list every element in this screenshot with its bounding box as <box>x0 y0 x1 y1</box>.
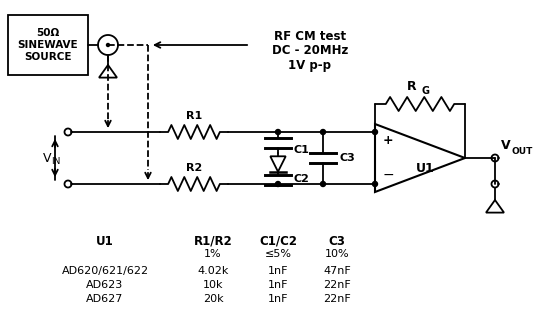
Text: RF CM test
DC - 20MHz
1V p-p: RF CM test DC - 20MHz 1V p-p <box>272 30 348 73</box>
Text: R2: R2 <box>186 163 202 173</box>
Text: 4.02k: 4.02k <box>197 266 229 276</box>
Text: 22nF: 22nF <box>323 280 351 290</box>
Circle shape <box>276 181 280 186</box>
Text: 1%: 1% <box>204 249 222 259</box>
Text: R: R <box>406 80 416 93</box>
Text: 22nF: 22nF <box>323 294 351 304</box>
Text: AD623: AD623 <box>86 280 124 290</box>
Text: C3: C3 <box>339 153 355 163</box>
Text: V: V <box>43 152 52 165</box>
Text: C1/C2: C1/C2 <box>259 235 297 248</box>
Text: U1: U1 <box>96 235 114 248</box>
Text: R1: R1 <box>186 111 202 121</box>
Text: G: G <box>422 86 430 96</box>
Circle shape <box>107 43 109 46</box>
Circle shape <box>372 129 377 134</box>
FancyBboxPatch shape <box>8 15 88 75</box>
Text: 1nF: 1nF <box>268 294 288 304</box>
Text: V: V <box>501 139 510 152</box>
Text: −: − <box>383 168 395 182</box>
Text: 20k: 20k <box>203 294 223 304</box>
Text: 10%: 10% <box>324 249 349 259</box>
Circle shape <box>276 129 280 134</box>
Text: 1nF: 1nF <box>268 266 288 276</box>
Text: ≤5%: ≤5% <box>265 249 292 259</box>
Circle shape <box>321 129 326 134</box>
Text: IN: IN <box>51 157 60 166</box>
Text: AD627: AD627 <box>86 294 124 304</box>
Text: R1/R2: R1/R2 <box>194 235 232 248</box>
Text: AD620/621/622: AD620/621/622 <box>62 266 149 276</box>
Text: 10k: 10k <box>203 280 223 290</box>
Text: OUT: OUT <box>511 147 532 156</box>
Text: 1nF: 1nF <box>268 280 288 290</box>
Text: 47nF: 47nF <box>323 266 351 276</box>
Text: C2: C2 <box>294 174 310 184</box>
Text: +: + <box>383 134 394 148</box>
Circle shape <box>321 181 326 186</box>
Text: C3: C3 <box>328 235 345 248</box>
Text: U1: U1 <box>416 162 434 174</box>
Circle shape <box>372 181 377 186</box>
Text: C1: C1 <box>294 145 310 155</box>
Text: 50Ω
SINEWAVE
SOURCE: 50Ω SINEWAVE SOURCE <box>18 29 78 61</box>
